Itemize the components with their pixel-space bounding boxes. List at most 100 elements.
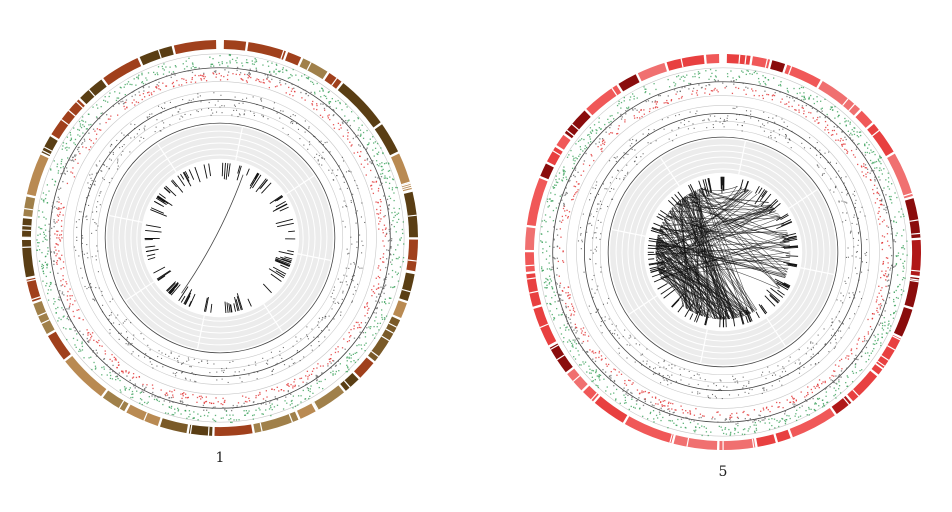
ideogram-segment [188, 424, 213, 436]
ideogram-segment [583, 385, 599, 402]
ideogram-segment [392, 300, 407, 319]
ideogram-segment [666, 54, 705, 71]
ideogram-segment [139, 46, 174, 66]
ideogram-segment [594, 396, 628, 423]
ideogram-segment [525, 252, 535, 272]
ideogram-segment [784, 64, 821, 88]
link-chords [181, 174, 244, 294]
ideogram-segment [22, 239, 35, 278]
ideogram-segment [223, 40, 247, 51]
ideogram-segment [102, 390, 129, 412]
track-guide-ring [599, 128, 847, 376]
track-guide-ring [73, 91, 367, 385]
track-guide-ring [538, 67, 908, 437]
ideogram-segment [726, 54, 751, 65]
track-guide-ring [63, 81, 377, 395]
ideogram-segment [525, 227, 536, 250]
track-guide-ring [104, 122, 336, 354]
plot-label-5: 5 [719, 464, 728, 480]
ideogram-segment [789, 408, 835, 438]
ideogram-segment [526, 178, 548, 227]
ideogram-segment [637, 62, 667, 82]
heatmap-band [107, 125, 333, 351]
track-guide-ring [566, 95, 880, 409]
ideogram-segment [313, 385, 345, 411]
ideogram-segment [285, 52, 302, 66]
ideogram-segment [871, 334, 901, 375]
track-guide-ring [592, 121, 854, 383]
track-guide-ring [49, 67, 391, 409]
ideogram-segment [586, 85, 622, 116]
track-guide-ring [96, 114, 344, 362]
ideogram-segment [818, 80, 861, 116]
ideogram-segment [26, 277, 41, 302]
ideogram-segment [756, 434, 776, 447]
ideogram-segment [855, 110, 873, 128]
ideogram-segment [47, 331, 71, 360]
ideogram-segment [910, 239, 921, 276]
ideogram-segment [126, 404, 161, 426]
ideogram-segment [391, 153, 412, 192]
sv-tick-track [144, 162, 296, 314]
ideogram-segment [540, 163, 554, 180]
variant-point-track [73, 92, 366, 384]
ideogram-segment [324, 72, 342, 89]
ideogram-segment [23, 196, 36, 217]
ideogram-segment [159, 418, 188, 434]
ideogram-segment [354, 357, 374, 378]
ideogram-segment [337, 83, 381, 128]
circos-plot-1 [21, 40, 418, 436]
ideogram-segment [51, 99, 85, 139]
ideogram-segment [399, 272, 415, 302]
ideogram-segment [80, 79, 107, 105]
ideogram-segment [904, 277, 920, 308]
ideogram-segment [173, 40, 217, 55]
ideogram-segment [406, 239, 418, 272]
track-guide-ring [80, 98, 360, 378]
ideogram-segment [904, 198, 921, 239]
ideogram-segment [526, 273, 542, 307]
ideogram-segment [340, 373, 359, 391]
ideogram-segment [299, 58, 328, 80]
ideogram-segment [567, 368, 588, 391]
ideogram-segment [867, 123, 894, 157]
ideogram-segment [719, 438, 756, 450]
copy-number-track [540, 68, 908, 437]
ideogram-segment [893, 307, 913, 337]
ideogram-segment [624, 416, 674, 444]
ideogram-segment [887, 153, 913, 199]
ideogram-segment [374, 124, 399, 156]
track-guide-ring [35, 53, 405, 423]
ideogram-segment [253, 411, 299, 433]
link-chords [655, 185, 791, 320]
ideogram-segment [706, 54, 720, 64]
plot-label-1: 1 [216, 450, 225, 466]
ideogram-segment [546, 146, 563, 166]
ideogram-segment [103, 58, 142, 86]
ideogram-segment [214, 424, 253, 436]
ideogram-segment [775, 429, 791, 443]
ideogram-segment [33, 300, 55, 334]
ideogram-segment [770, 60, 786, 73]
ideogram-segment [847, 370, 878, 402]
track-guide-ring [584, 112, 863, 392]
ideogram-segment [41, 136, 58, 157]
ideogram-segment [22, 218, 32, 238]
ideogram-segment [26, 154, 49, 197]
track-guide-ring [607, 136, 839, 368]
track-guide-ring [576, 105, 870, 399]
circos-plot-5 [525, 54, 921, 451]
variant-point-track [577, 106, 869, 400]
ideogram-segment [549, 343, 573, 373]
ideogram-segment [556, 134, 571, 150]
ideogram-segment [403, 191, 418, 238]
ideogram-segment [368, 316, 401, 362]
ideogram-segment [564, 110, 591, 139]
ideogram-segment [618, 74, 640, 92]
ideogram-segment [296, 403, 316, 419]
ideogram-segment [65, 355, 107, 397]
ideogram-segment [673, 435, 718, 450]
track-guide-ring [552, 81, 894, 423]
copy-number-track [36, 54, 405, 424]
